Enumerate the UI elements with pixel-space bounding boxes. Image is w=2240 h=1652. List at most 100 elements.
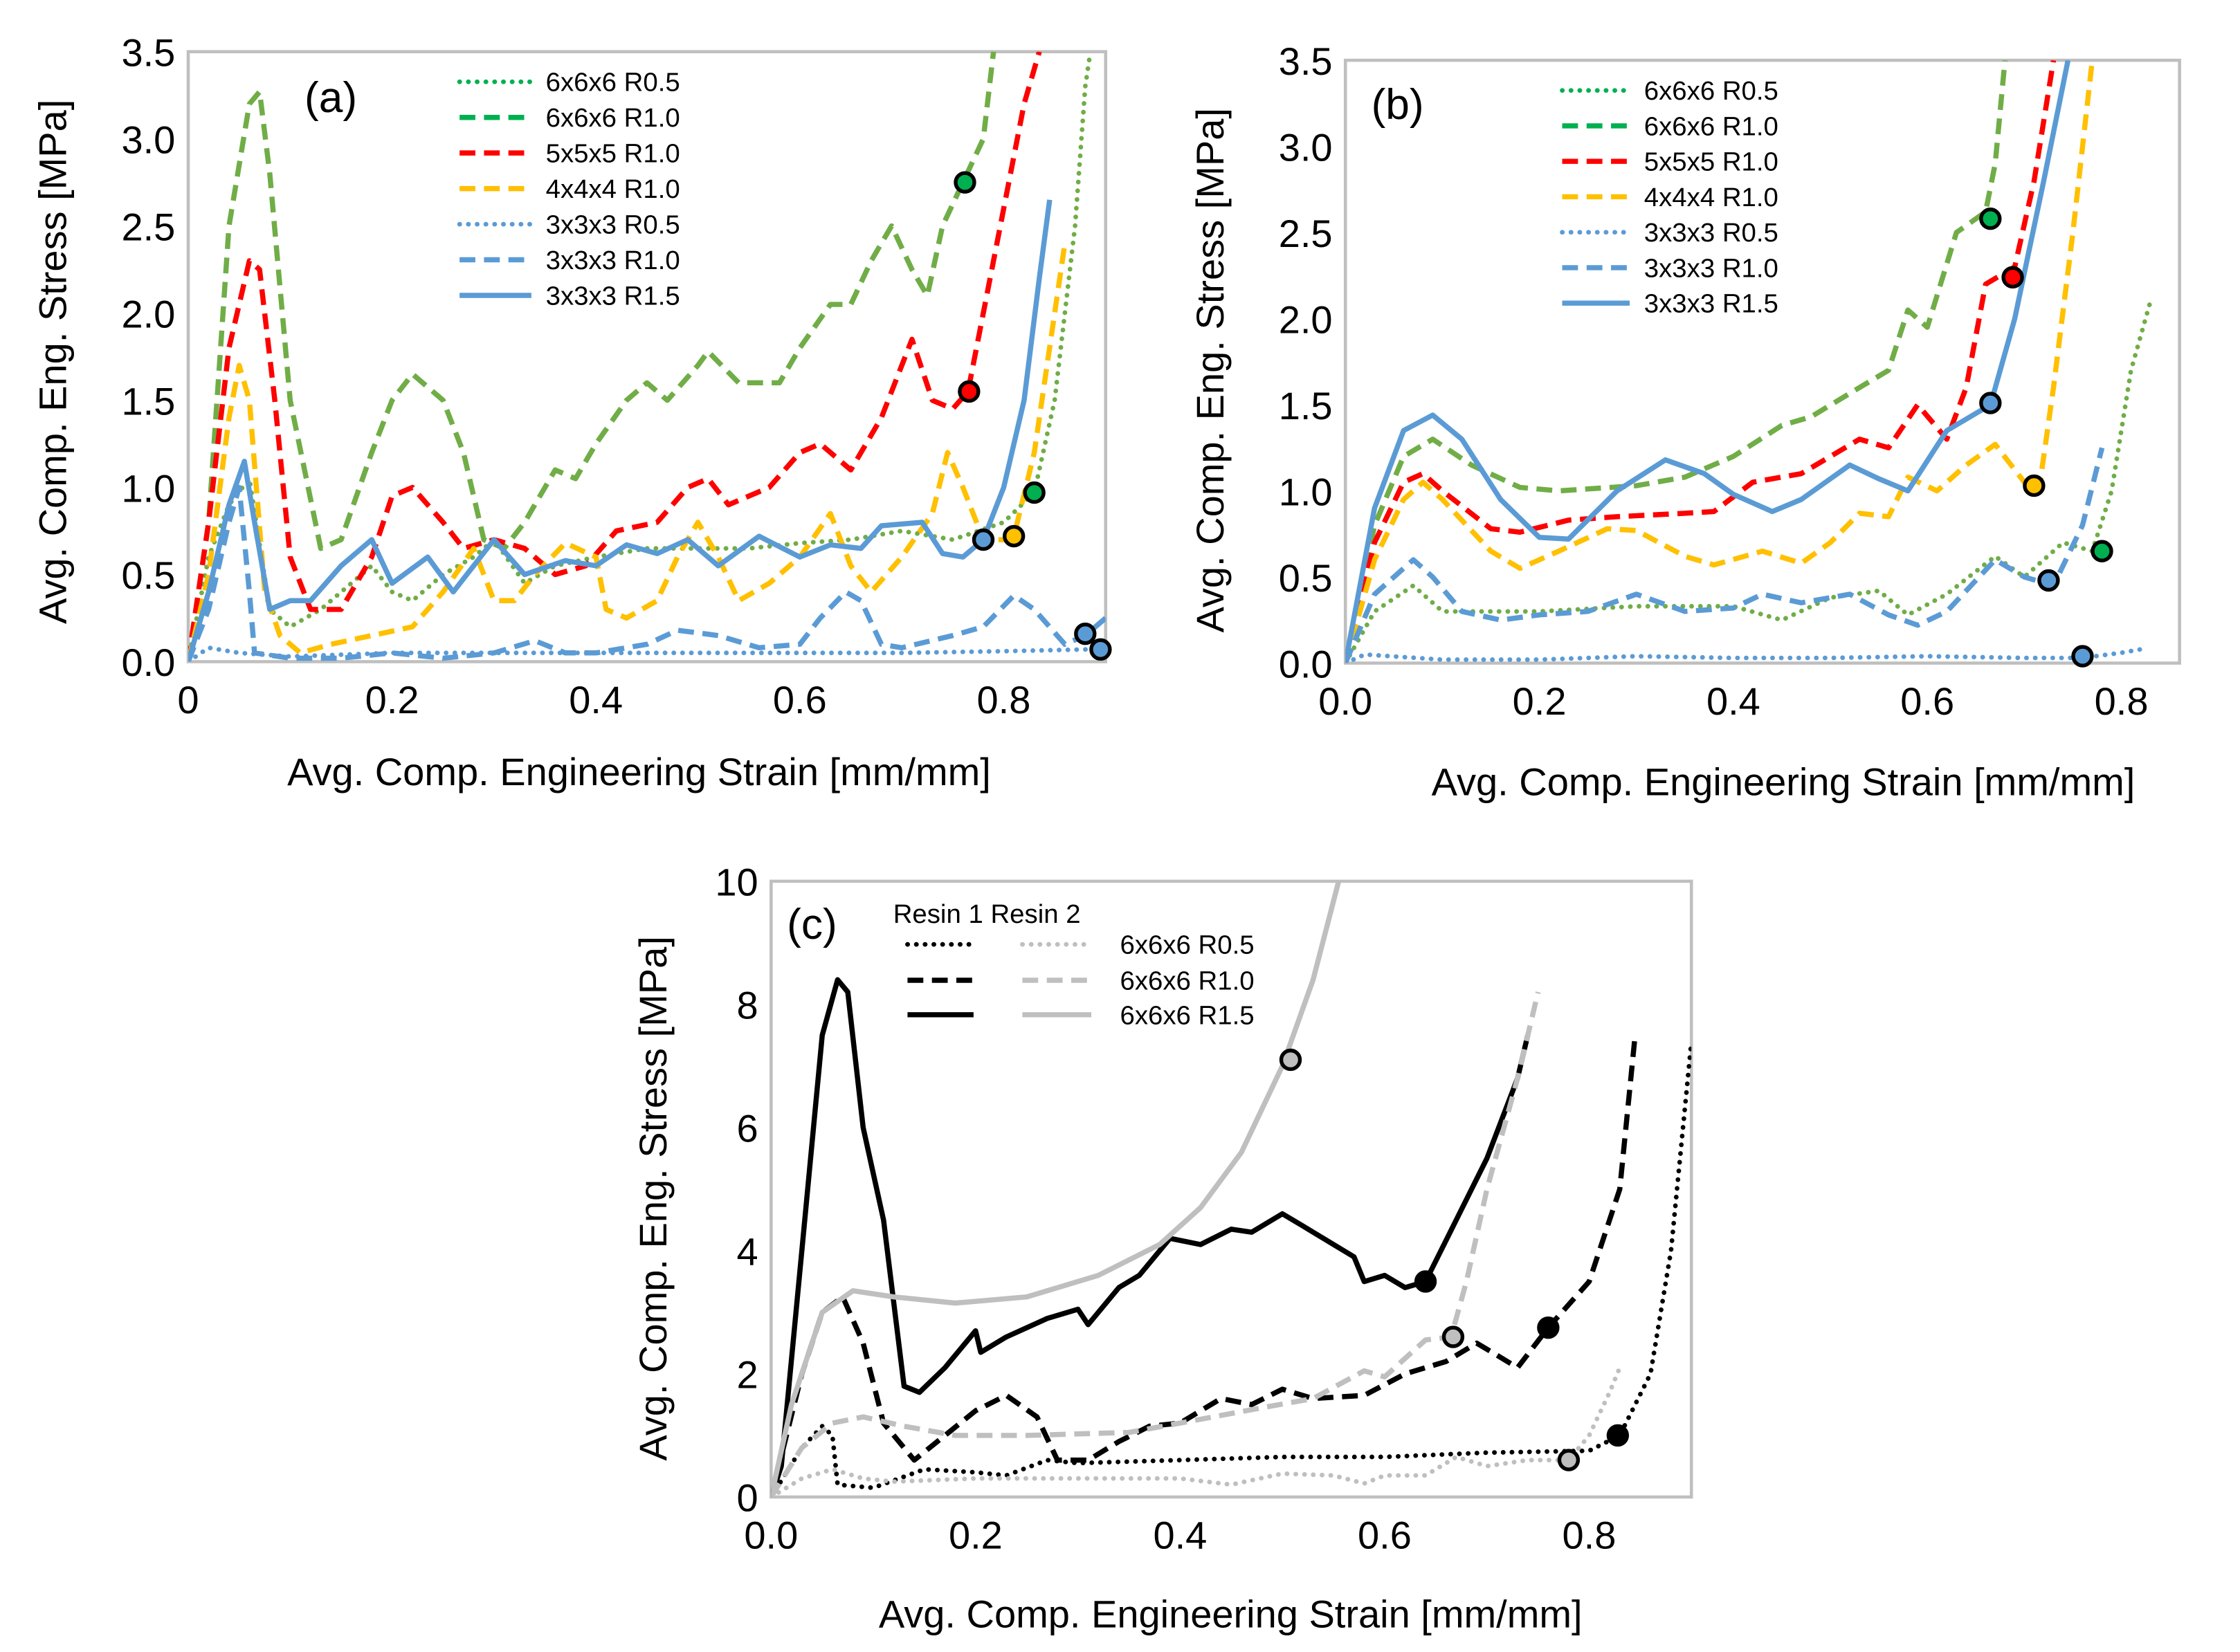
y-tick-label: 1.5 (1279, 384, 1333, 428)
y-axis-title: Avg. Comp. Eng. Stress [MPa] (1188, 108, 1232, 632)
failure-marker (1074, 622, 1097, 645)
y-tick-label: 1.0 (1279, 470, 1333, 513)
series-line (771, 1035, 1638, 1497)
x-axis-title: Avg. Comp. Engineering Strain [mm/mm] (879, 1593, 1583, 1636)
failure-marker (2071, 645, 2094, 668)
series-line (1345, 60, 2008, 663)
y-axis-title: Avg. Comp. Eng. Stress [MPa] (631, 936, 675, 1460)
y-axis-title: Avg. Comp. Eng. Stress [MPa] (31, 100, 75, 624)
legend-label: 3x3x3 R0.5 (546, 210, 680, 240)
x-tick-label: 0.4 (1706, 679, 1760, 723)
y-tick-label: 3.0 (121, 118, 175, 161)
failure-marker (1441, 1325, 1465, 1348)
y-tick-label: 0.0 (1279, 642, 1333, 686)
panel-a: (a) Avg. Comp. Engineering Strain [mm/mm… (31, 30, 1112, 793)
failure-marker (1089, 638, 1112, 661)
legend-label: 5x5x5 R1.0 (1644, 147, 1778, 177)
plot-content: 0.0 0.2 0.4 0.6 0.8 0.0 0.5 1.0 1.5 2.0 2.5 3.0 3.5 6… (1279, 39, 2153, 723)
y-tick-label: 2.5 (1279, 212, 1333, 255)
legend-label: 4x4x4 R1.0 (546, 174, 680, 204)
x-axis-title: Avg. Comp. Engineering Strain [mm/mm] (1432, 760, 2136, 803)
failure-marker (2037, 569, 2060, 592)
series-line (771, 881, 1342, 1497)
series-line (771, 991, 1541, 1497)
failure-marker (1606, 1424, 1630, 1447)
y-tick-label: 6 (737, 1107, 758, 1150)
panel-label: (c) (787, 901, 837, 948)
y-tick-label: 1.5 (121, 379, 175, 423)
plot-content: 0.0 0.2 0.4 0.6 0.8 0 2 4 6 8 10 6x6x6 R0.5 6x6x6 R1… (715, 861, 1692, 1557)
failure-marker (1979, 208, 2002, 230)
series-line (1345, 647, 2143, 663)
legend-label: 6x6x6 R0.5 (1120, 930, 1255, 960)
y-tick-label: 2.5 (121, 205, 175, 248)
x-axis-title: Avg. Comp. Engineering Strain [mm/mm] (287, 750, 991, 793)
y-tick-label: 2 (737, 1353, 758, 1397)
legend-label: 6x6x6 R0.5 (546, 68, 680, 98)
legend-header: Resin 1 Resin 2 (893, 899, 1081, 929)
panel-label: (b) (1372, 81, 1424, 129)
legend-label: 3x3x3 R1.0 (546, 246, 680, 275)
x-tick-label: 0.4 (569, 678, 623, 722)
failure-marker (2023, 474, 2046, 497)
legend-label: 6x6x6 R1.0 (1120, 966, 1255, 996)
legend-label: 6x6x6 R0.5 (1644, 76, 1778, 106)
x-tick-label: 0.6 (773, 678, 827, 722)
legend-label: 3x3x3 R1.5 (546, 281, 680, 311)
failure-marker (954, 171, 976, 194)
x-tick-label: 0.8 (1563, 1514, 1617, 1557)
legend-label: 3x3x3 R1.5 (1644, 289, 1778, 319)
failure-marker (1979, 392, 2002, 414)
panel-b: (b) Avg. Comp. Engineering Strain [mm/mm… (1188, 39, 2181, 803)
y-tick-label: 0.5 (1279, 556, 1333, 600)
x-tick-label: 0.6 (1900, 679, 1954, 723)
x-tick-label: 0.2 (365, 678, 419, 722)
series-line (1345, 60, 2057, 663)
series-line (771, 1365, 1623, 1497)
failure-marker (1002, 524, 1026, 548)
x-tick-label: 0 (177, 678, 199, 722)
failure-marker (1557, 1449, 1581, 1471)
x-tick-label: 0.2 (949, 1514, 1003, 1557)
series-line (188, 484, 1106, 662)
plot-frame (186, 50, 1108, 663)
y-tick-label: 8 (737, 984, 758, 1027)
y-tick-label: 3.5 (121, 30, 175, 74)
x-tick-label: 0.8 (977, 678, 1031, 722)
panel-label: (a) (304, 74, 357, 122)
y-tick-label: 0.0 (121, 641, 175, 684)
series-line (1345, 447, 2105, 663)
y-tick-label: 3.0 (1279, 125, 1333, 169)
x-tick-label: 0.8 (2095, 679, 2149, 723)
failure-marker (1537, 1316, 1560, 1339)
legend-label: 4x4x4 R1.0 (1644, 183, 1778, 212)
y-tick-label: 10 (715, 861, 758, 904)
y-tick-label: 2.0 (1279, 297, 1333, 341)
plot-frame (1343, 58, 2181, 665)
series-group (188, 51, 1106, 662)
series-line (188, 243, 1068, 662)
legend-label: 3x3x3 R0.5 (1644, 218, 1778, 248)
x-tick-label: 0.2 (1513, 679, 1567, 723)
failure-marker (1023, 481, 1046, 504)
series-line (1345, 60, 2071, 663)
failure-marker (958, 380, 981, 403)
series-group (1345, 60, 2153, 663)
y-tick-label: 0 (737, 1476, 758, 1520)
x-tick-label: 0.6 (1358, 1514, 1412, 1557)
legend-label: 5x5x5 R1.0 (546, 139, 680, 169)
legend-label: 3x3x3 R1.0 (1644, 253, 1778, 283)
series-line (1345, 60, 2095, 663)
series-line (771, 977, 1531, 1497)
series-line (188, 199, 1053, 662)
failure-marker (2001, 266, 2024, 289)
plot-frame (770, 879, 1693, 1499)
x-tick-label: 0.0 (1318, 679, 1372, 723)
y-tick-label: 3.5 (1279, 39, 1333, 83)
legend-label: 6x6x6 R1.5 (1120, 1000, 1255, 1030)
x-tick-label: 0.4 (1153, 1514, 1207, 1557)
panel-c: (c) Resin 1 Resin 2 Avg. Comp. Engineeri… (631, 861, 1693, 1636)
failure-marker (972, 528, 995, 551)
legend-label: 6x6x6 R1.0 (546, 103, 680, 133)
failure-marker (2091, 540, 2113, 562)
